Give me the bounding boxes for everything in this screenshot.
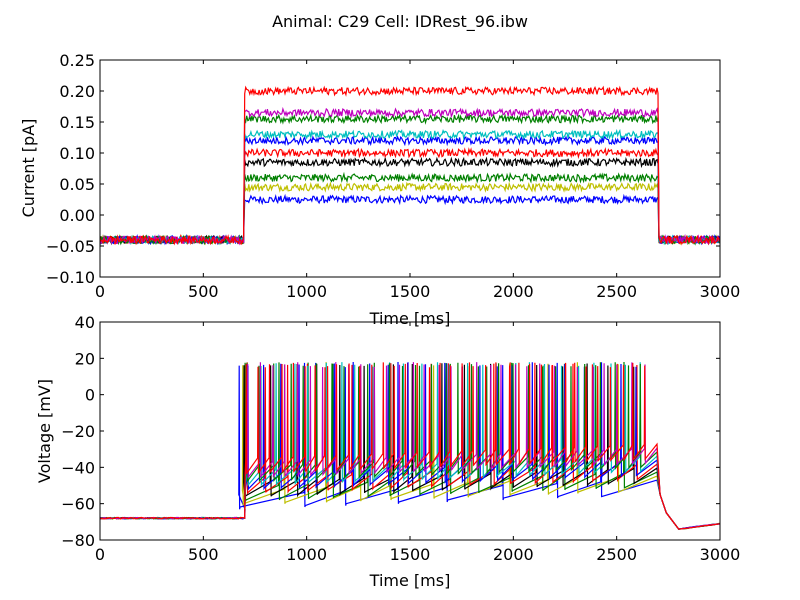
current-panel: 0 500 1000 1500 2000 2500 3000 −0.10 −0.05 0.00 0.… [19, 51, 740, 328]
voltage-trace-9 [100, 362, 720, 530]
current-traces [100, 85, 720, 246]
voltage-trace-2 [100, 361, 720, 530]
y-tick-label: −20 [61, 422, 95, 441]
voltage-trace-5 [100, 361, 720, 530]
x-tick-label: 1500 [390, 545, 431, 564]
current-trace-5 [100, 135, 720, 246]
x-tick-label: 2000 [493, 545, 534, 564]
voltage-panel: 0 500 1000 1500 2000 2500 3000 −80 −60 −40 −20 0 20 4… [35, 313, 740, 590]
x-tick-label: 500 [188, 282, 219, 301]
voltage-axis-ticks: 0 500 1000 1500 2000 2500 3000 −80 −60 −40 −20 0 20 4… [61, 313, 740, 564]
voltage-traces [100, 361, 720, 530]
voltage-trace-4 [100, 362, 720, 530]
y-tick-label: −60 [61, 495, 95, 514]
current-axes-frame [99, 59, 721, 278]
x-tick-label: 0 [95, 545, 105, 564]
x-tick-label: 3000 [700, 282, 741, 301]
voltage-trace-3 [100, 363, 720, 530]
voltage-trace-7 [100, 362, 720, 530]
x-tick-label: 2500 [596, 545, 637, 564]
voltage-y-axis-label: Voltage [mV] [35, 379, 54, 483]
current-trace-9 [100, 85, 720, 246]
y-tick-label: 0.05 [59, 175, 95, 194]
x-tick-label: 500 [188, 545, 219, 564]
current-axis-ticks: 0 500 1000 1500 2000 2500 3000 −0.10 −0.05 0.00 0.… [46, 51, 740, 301]
current-trace-8 [100, 106, 720, 246]
x-tick-label: 1500 [390, 282, 431, 301]
current-trace-7 [100, 113, 720, 246]
current-y-axis-label: Current [pA] [19, 119, 38, 218]
voltage-trace-0 [100, 361, 720, 530]
x-tick-label: 1000 [286, 282, 327, 301]
x-tick-label: 2000 [493, 282, 534, 301]
y-tick-label: 40 [75, 313, 95, 332]
y-tick-label: −0.05 [46, 237, 95, 256]
voltage-x-axis-label: Time [ms] [369, 571, 451, 590]
y-tick-label: −80 [61, 531, 95, 550]
voltage-trace-6 [100, 362, 720, 530]
y-tick-label: 0 [85, 386, 95, 405]
voltage-trace-8 [100, 362, 720, 530]
voltage-trace-1 [100, 362, 720, 530]
figure-suptitle: Animal: C29 Cell: IDRest_96.ibw [272, 12, 528, 32]
voltage-axes-frame [99, 321, 721, 541]
y-tick-label: 0.20 [59, 82, 95, 101]
y-tick-label: −40 [61, 458, 95, 477]
x-tick-label: 3000 [700, 545, 741, 564]
y-tick-label: 0.10 [59, 144, 95, 163]
y-tick-label: 0.25 [59, 51, 95, 70]
x-tick-label: 2500 [596, 282, 637, 301]
current-trace-1 [100, 181, 720, 246]
x-tick-label: 1000 [286, 545, 327, 564]
y-tick-label: 0.15 [59, 113, 95, 132]
y-tick-label: 0.00 [59, 206, 95, 225]
y-tick-label: −0.10 [46, 268, 95, 287]
current-x-axis-label: Time [ms] [369, 309, 451, 328]
x-tick-label: 0 [95, 282, 105, 301]
current-trace-0 [100, 193, 720, 246]
y-tick-label: 20 [75, 349, 95, 368]
